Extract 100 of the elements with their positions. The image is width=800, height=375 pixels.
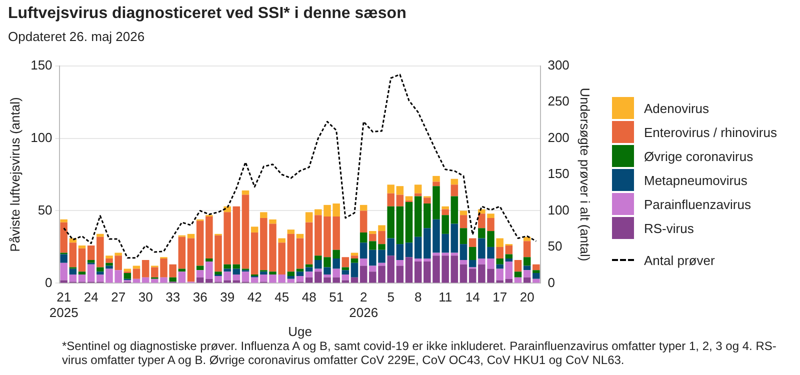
x-tick-label: 20 (520, 290, 534, 305)
x-tick-label: 45 (274, 290, 290, 305)
bar (505, 254, 513, 259)
bar (278, 238, 286, 243)
bar (87, 246, 95, 260)
bar (369, 231, 376, 234)
bar (342, 270, 350, 275)
x-tick-label: 39 (220, 290, 235, 305)
bar (424, 198, 431, 204)
bar (442, 209, 449, 216)
bar (96, 234, 104, 237)
bar (296, 276, 304, 282)
bar (460, 210, 468, 216)
line-series (63, 74, 537, 259)
bar (496, 246, 504, 259)
bar (460, 264, 468, 283)
bar (360, 210, 368, 232)
legend-label: Øvrige coronavirus (644, 148, 754, 164)
bar (187, 234, 195, 238)
bar (124, 268, 132, 272)
bar (396, 266, 404, 283)
bar (287, 230, 295, 234)
bar (514, 260, 522, 272)
bar (360, 204, 368, 211)
bar (178, 236, 186, 269)
y-tick-label: 150 (30, 57, 52, 72)
bar (360, 266, 368, 283)
legend-label: Enterovirus / rhinovirus (644, 124, 777, 140)
x-tick-label: 24 (84, 290, 98, 305)
x-tick-label: 8 (414, 290, 422, 305)
bar (60, 254, 68, 263)
bar (132, 268, 140, 279)
bar (450, 178, 458, 185)
bar (414, 196, 422, 237)
bar (450, 184, 458, 196)
bar (396, 194, 404, 206)
bar (387, 206, 394, 238)
bar (414, 258, 422, 262)
bar (60, 262, 68, 280)
bar (242, 190, 250, 195)
bar (296, 234, 304, 238)
bar (460, 244, 468, 260)
bar (87, 264, 95, 282)
bar (87, 260, 95, 263)
bar (296, 268, 304, 272)
bar (414, 184, 422, 194)
bar (496, 238, 504, 247)
bar (514, 272, 522, 278)
x-tick-label: 27 (111, 290, 126, 305)
bar (305, 222, 313, 264)
bar (69, 274, 77, 282)
bar (96, 267, 104, 272)
bar (242, 272, 250, 282)
x-tick-label: 14 (465, 290, 480, 305)
bar (405, 202, 413, 243)
bar (514, 277, 522, 283)
bar (142, 260, 150, 278)
y-tick-label: 100 (30, 130, 52, 145)
bar (305, 272, 313, 278)
bar (232, 268, 240, 275)
bar (305, 212, 313, 222)
bar (396, 206, 404, 244)
bar (178, 272, 186, 283)
x-axis-title: Uge (288, 324, 312, 339)
bar (342, 274, 350, 280)
bar (196, 270, 204, 278)
legend-label: Metapneumovirus (644, 172, 748, 188)
y2-tick-label: 150 (548, 166, 570, 182)
bar (206, 258, 213, 262)
bar (350, 256, 358, 259)
bar (350, 277, 358, 283)
bar (360, 258, 368, 266)
bar (232, 274, 240, 280)
bar (78, 274, 86, 282)
bar (106, 262, 113, 266)
bar (532, 278, 540, 283)
y-tick-label: 50 (38, 202, 52, 218)
chart-subtitle: Opdateret 26. maj 2026 (8, 29, 145, 44)
y2-tick-label: 200 (548, 130, 570, 145)
bar (523, 241, 531, 258)
bar (360, 242, 368, 259)
bar (405, 257, 413, 283)
bar (242, 194, 250, 269)
bar (296, 238, 304, 269)
bar (250, 277, 258, 283)
bar (314, 268, 322, 272)
bar (224, 264, 231, 269)
y2-tick-label: 0 (548, 274, 555, 290)
bar (250, 232, 258, 275)
legend-label: Parainfluenzavirus (644, 196, 751, 212)
x-tick-label: 42 (247, 290, 262, 305)
bar (69, 242, 77, 268)
y-axis-title: Påviste luftvejsvirus (antal) (7, 97, 22, 252)
bar (405, 196, 413, 201)
bar (468, 260, 476, 268)
bar (432, 182, 440, 186)
bar (505, 246, 513, 254)
bar (360, 232, 368, 243)
bar (232, 206, 240, 264)
bar (505, 258, 513, 262)
